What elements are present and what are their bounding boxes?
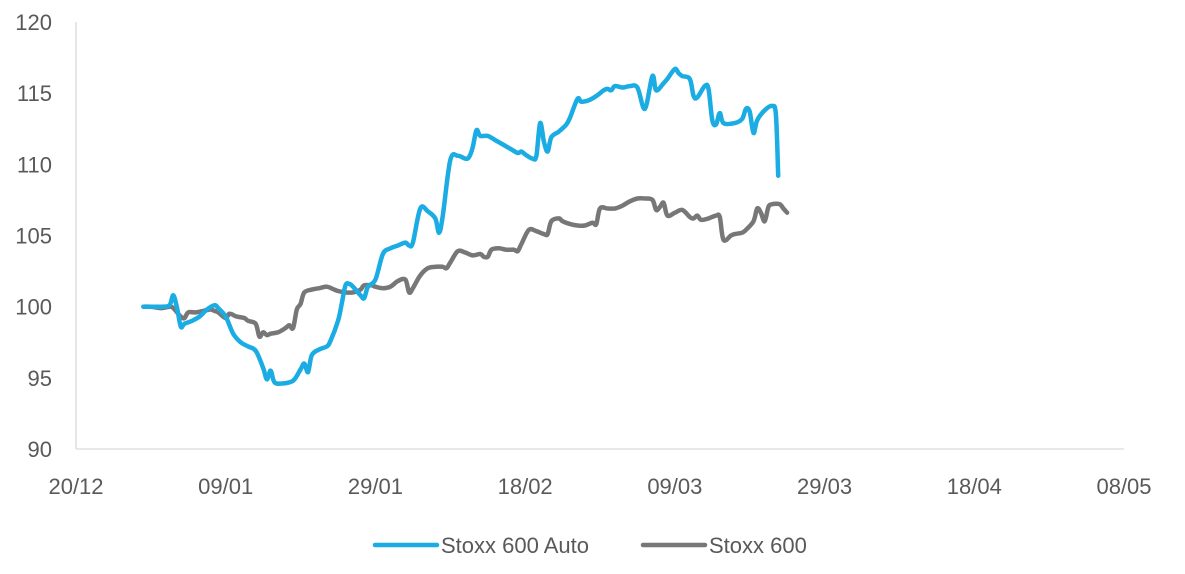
x-tick-label: 18/02	[498, 474, 553, 499]
axes	[75, 22, 1124, 450]
x-tick-label: 29/01	[348, 474, 403, 499]
y-tick-label: 120	[15, 10, 52, 35]
series-lines	[141, 66, 790, 386]
y-tick-label: 95	[28, 366, 52, 391]
x-tick-label: 20/12	[48, 474, 103, 499]
y-tick-label: 110	[17, 152, 52, 177]
y-tick-label: 115	[17, 81, 52, 106]
x-tick-label: 18/04	[947, 474, 1002, 499]
legend: Stoxx 600 Auto Stoxx 600	[372, 533, 807, 558]
x-tick-label: 09/03	[647, 474, 702, 499]
y-tick-label: 105	[15, 224, 52, 249]
y-tick-label: 90	[28, 437, 52, 462]
legend-label: Stoxx 600	[709, 533, 807, 558]
y-tick-label: 100	[15, 295, 52, 320]
series-line-stoxx-600-auto	[141, 66, 781, 386]
x-tick-label: 29/03	[797, 474, 852, 499]
x-tick-labels: 20/12 09/01 29/01 18/02 09/03 29/03 18/04 08/05	[48, 474, 1151, 499]
legend-label: Stoxx 600 Auto	[441, 533, 589, 558]
x-tick-label: 08/05	[1096, 474, 1151, 499]
series-line-stoxx-600	[141, 195, 790, 340]
x-tick-label: 09/01	[198, 474, 253, 499]
y-tick-labels: 90 95 100 105 110 115 120	[15, 10, 52, 462]
